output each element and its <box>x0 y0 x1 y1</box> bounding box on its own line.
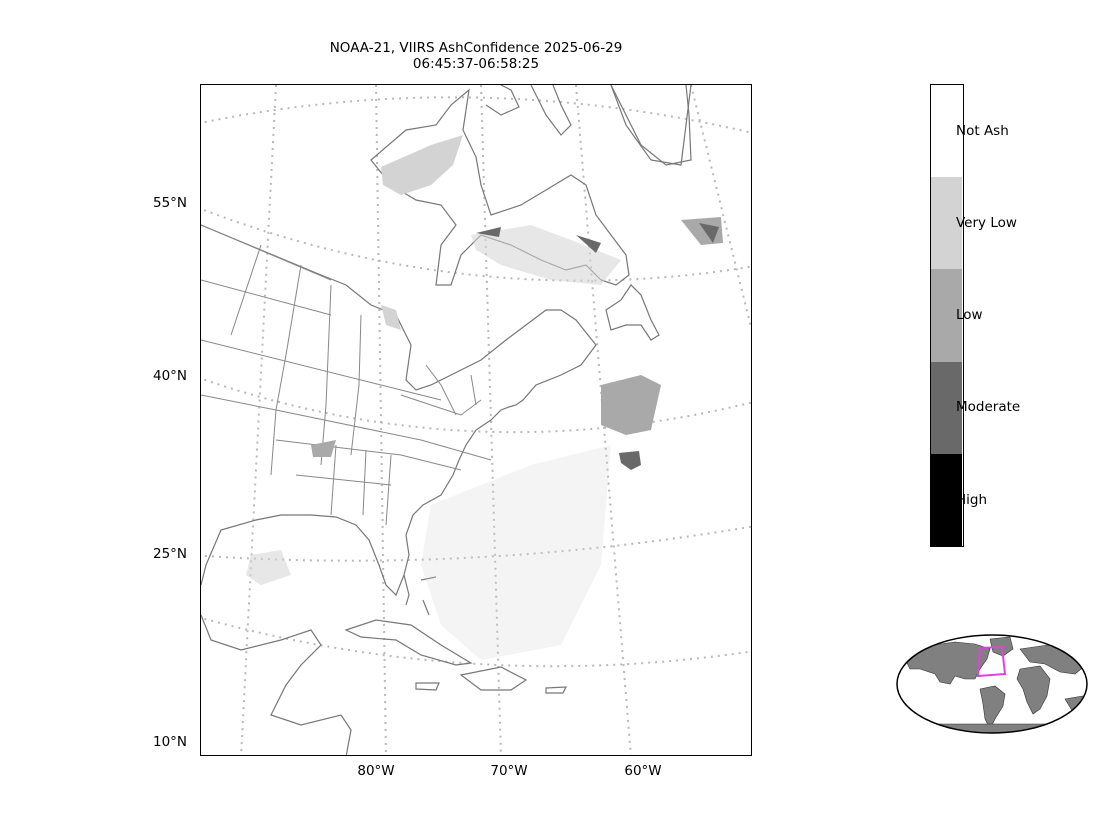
graticule-lon-80 <box>375 85 387 755</box>
graticule-lat-15 <box>201 616 751 668</box>
coast-arctic-islands <box>485 85 692 166</box>
state-borders <box>201 224 492 526</box>
lon-label-60w: 60°W <box>624 763 662 779</box>
coastlines <box>201 85 692 755</box>
legend-label-very-low: Very Low <box>956 215 1017 231</box>
legend-swatch-very-low <box>931 177 962 269</box>
graticule-lat-55 <box>201 207 751 282</box>
graticule-lat-65 <box>201 96 751 134</box>
legend-swatch-high <box>931 454 962 546</box>
border-row-3 <box>230 244 362 476</box>
main-map <box>200 84 752 756</box>
legend-swatch-not-ash <box>931 85 962 177</box>
coast-hispaniola <box>459 666 528 691</box>
map-canvas <box>201 85 751 755</box>
coast-newfoundland <box>605 284 660 341</box>
legend-label-not-ash: Not Ash <box>956 123 1009 139</box>
inset-canvas <box>896 634 1088 734</box>
coast-great-lakes <box>201 224 597 597</box>
inset-south-america <box>979 685 1006 730</box>
coast-hudson-bay <box>370 88 630 286</box>
ash-patch-atlantic-a <box>601 375 661 435</box>
legend-label-low: Low <box>956 307 983 323</box>
lon-label-70w: 70°W <box>490 763 528 779</box>
world-inset-map <box>895 634 1089 736</box>
lon-label-80w: 80°W <box>357 763 395 779</box>
lat-label-25: 25°N <box>153 546 188 562</box>
lat-label-10: 10°N <box>153 734 188 750</box>
graticule <box>201 85 751 755</box>
confidence-colorbar: Not Ash Very Low Low Moderate High <box>930 84 1020 547</box>
coast-mexico <box>201 614 352 755</box>
title-line-2: 06:45:37-06:58:25 <box>412 56 540 72</box>
coast-florida <box>403 574 410 606</box>
ash-patch-gulf <box>246 550 291 585</box>
inset-continents <box>897 635 1087 733</box>
coast-cuba <box>344 619 473 666</box>
coast-jamaica <box>415 682 440 691</box>
legend-swatch-low <box>931 269 962 362</box>
legend-label-high: High <box>956 492 988 508</box>
border-us-canada <box>201 224 332 281</box>
ash-patch-ocean-light <box>421 445 611 660</box>
border-row-2 <box>201 394 492 461</box>
ash-patch-ohio <box>311 440 336 457</box>
legend-label-moderate: Moderate <box>956 399 1021 415</box>
lat-label-40: 40°N <box>153 368 188 384</box>
coast-greenland <box>610 85 692 166</box>
border-row-1 <box>201 279 442 401</box>
inset-highlight-box <box>976 645 1007 678</box>
inset-africa <box>1016 665 1051 715</box>
legend-swatch-moderate <box>931 362 962 454</box>
border-mid-atlantic <box>400 364 482 416</box>
lat-label-55: 55°N <box>153 195 188 211</box>
ash-patch-atlantic-b <box>619 451 641 470</box>
ash-patches <box>246 135 723 660</box>
graticule-lon-70 <box>480 85 502 755</box>
coast-bahamas <box>420 576 437 616</box>
ash-patch-lakes <box>381 305 401 330</box>
ash-patch-quebec <box>471 225 621 285</box>
graticule-lon-50 <box>690 85 751 332</box>
map-title: NOAA-21, VIIRS AshConfidence 2025-06-29 … <box>200 40 752 72</box>
inset-globe-outline <box>896 634 1088 734</box>
ash-patch-east-dark <box>699 223 719 243</box>
ash-patch-hudson <box>381 135 463 195</box>
border-row-4 <box>275 439 462 526</box>
title-line-1: NOAA-21, VIIRS AshConfidence 2025-06-29 <box>329 40 623 56</box>
inset-north-america <box>904 641 991 685</box>
inset-antarctica <box>897 723 1087 733</box>
coast-puerto-rico <box>545 686 567 694</box>
graticule-lon-90 <box>240 85 277 755</box>
